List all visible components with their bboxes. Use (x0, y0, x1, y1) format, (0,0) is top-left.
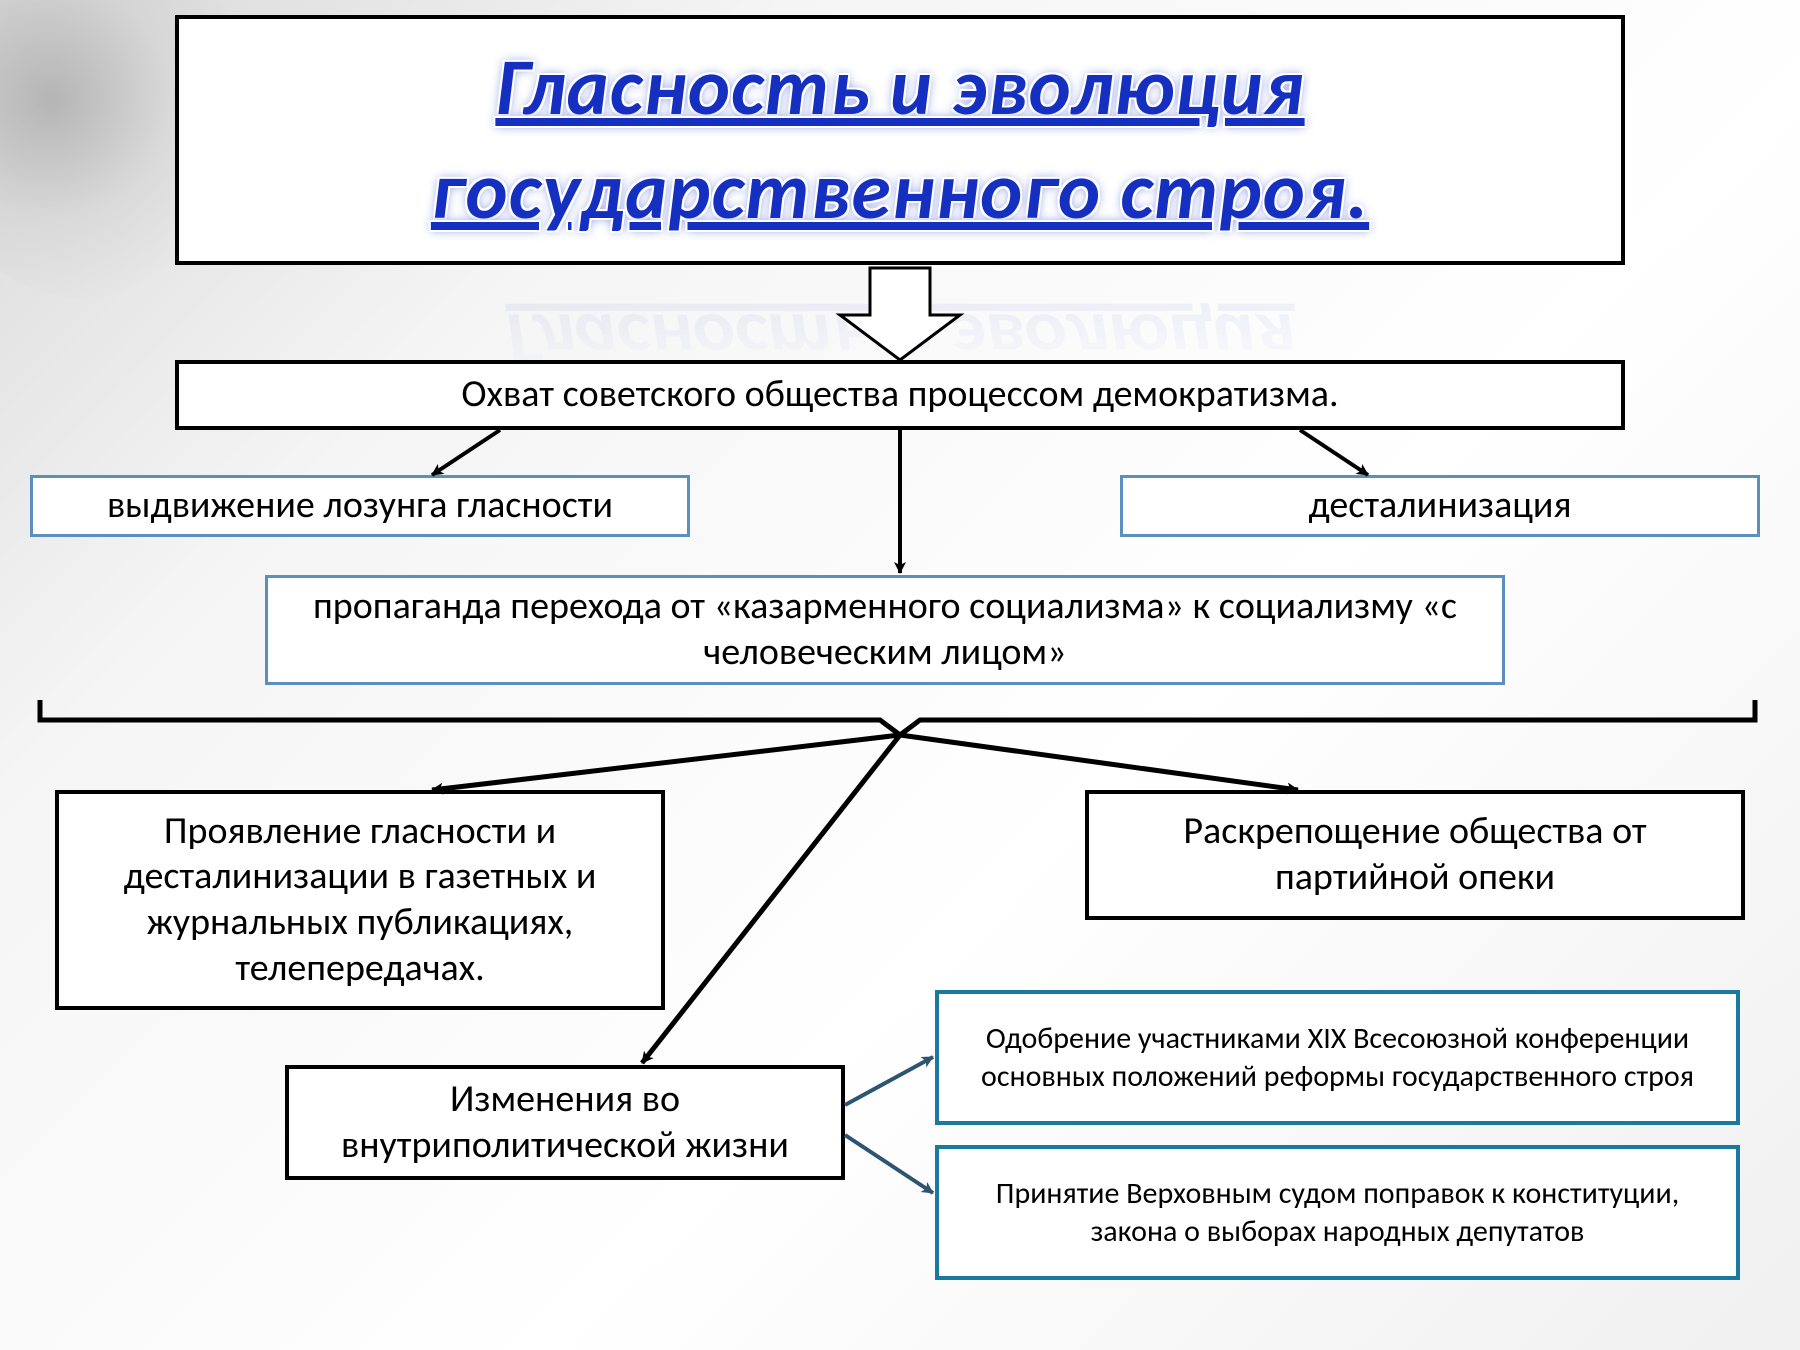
node-n7: Изменения во внутриполитической жизни (285, 1065, 845, 1180)
arrow (432, 430, 500, 475)
node-text: Принятие Верховным судом поправок к конс… (957, 1175, 1718, 1250)
node-n5: Проявление гласности и десталинизации в … (55, 790, 665, 1010)
node-text: выдвижение лозунга гласности (107, 483, 613, 529)
node-n9: Принятие Верховным судом поправок к конс… (935, 1145, 1740, 1280)
node-n1: Охват советского общества процессом демо… (175, 360, 1625, 430)
node-text: пропаганда перехода от «казарменного соц… (286, 584, 1484, 675)
arrow (1300, 430, 1368, 475)
arrow (432, 735, 900, 790)
node-text: Раскрепощение общества от партийной опек… (1107, 809, 1723, 900)
node-text: Проявление гласности и десталинизации в … (77, 809, 643, 991)
node-text: десталинизация (1309, 483, 1572, 529)
node-n2: выдвижение лозунга гласности (30, 475, 690, 537)
title-box: Гласность и эволюция государственного ст… (175, 15, 1625, 265)
arrow (845, 1057, 933, 1105)
node-n8: Одобрение участниками XIX Всесоюзной кон… (935, 990, 1740, 1125)
wide-arrow-icon (840, 268, 960, 360)
arrow (900, 735, 1298, 790)
arrow (845, 1135, 933, 1193)
node-text: Одобрение участниками XIX Всесоюзной кон… (957, 1020, 1718, 1095)
node-n3: десталинизация (1120, 475, 1760, 537)
bracket (40, 700, 1755, 735)
title-text: Гласность и эволюция государственного ст… (197, 36, 1603, 244)
node-n4: пропаганда перехода от «казарменного соц… (265, 575, 1505, 685)
node-text: Изменения во внутриполитической жизни (307, 1077, 823, 1168)
node-n6: Раскрепощение общества от партийной опек… (1085, 790, 1745, 920)
node-text: Охват советского общества процессом демо… (461, 372, 1338, 418)
arrow (642, 735, 900, 1063)
